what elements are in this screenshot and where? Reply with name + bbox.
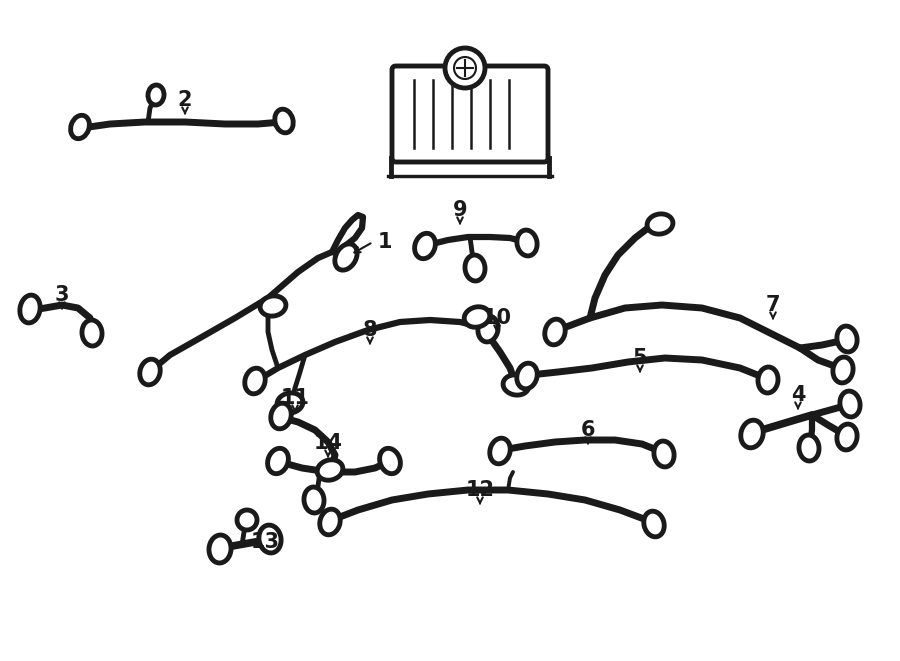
Ellipse shape xyxy=(148,85,164,105)
Ellipse shape xyxy=(799,435,819,461)
Ellipse shape xyxy=(654,441,674,467)
Ellipse shape xyxy=(277,393,303,413)
Ellipse shape xyxy=(274,109,293,133)
Ellipse shape xyxy=(840,391,860,417)
Ellipse shape xyxy=(380,448,400,474)
Ellipse shape xyxy=(259,525,281,553)
Ellipse shape xyxy=(503,375,529,395)
FancyBboxPatch shape xyxy=(392,66,548,162)
Text: 10: 10 xyxy=(482,308,511,328)
Text: 12: 12 xyxy=(465,480,494,500)
Ellipse shape xyxy=(837,424,857,450)
Ellipse shape xyxy=(20,295,40,323)
Ellipse shape xyxy=(465,255,485,281)
Ellipse shape xyxy=(517,363,537,389)
Ellipse shape xyxy=(415,233,436,258)
Ellipse shape xyxy=(741,420,763,447)
Ellipse shape xyxy=(832,357,853,383)
Text: 13: 13 xyxy=(250,532,280,552)
Ellipse shape xyxy=(517,230,537,256)
Ellipse shape xyxy=(464,307,490,327)
Ellipse shape xyxy=(260,296,286,316)
Ellipse shape xyxy=(140,359,160,385)
Text: 2: 2 xyxy=(178,90,193,110)
Text: 5: 5 xyxy=(633,348,647,368)
Text: 9: 9 xyxy=(453,200,467,220)
Ellipse shape xyxy=(644,511,664,537)
Circle shape xyxy=(454,57,476,79)
Ellipse shape xyxy=(837,326,857,352)
Ellipse shape xyxy=(237,510,257,530)
Ellipse shape xyxy=(544,319,565,345)
Text: 8: 8 xyxy=(363,320,377,340)
Ellipse shape xyxy=(335,244,357,270)
Text: 14: 14 xyxy=(313,433,343,453)
Text: 3: 3 xyxy=(55,285,69,305)
Ellipse shape xyxy=(758,367,778,393)
Ellipse shape xyxy=(245,368,266,394)
Text: 7: 7 xyxy=(766,295,780,315)
Ellipse shape xyxy=(267,448,288,474)
Ellipse shape xyxy=(271,403,292,429)
Ellipse shape xyxy=(82,320,102,346)
Ellipse shape xyxy=(317,460,343,481)
Text: 11: 11 xyxy=(281,388,310,408)
Ellipse shape xyxy=(490,438,510,464)
Ellipse shape xyxy=(304,487,324,513)
Text: 4: 4 xyxy=(791,385,806,405)
Ellipse shape xyxy=(647,214,673,234)
Ellipse shape xyxy=(320,509,340,535)
Text: 1: 1 xyxy=(378,232,392,252)
Ellipse shape xyxy=(70,115,89,139)
Ellipse shape xyxy=(209,535,231,563)
Circle shape xyxy=(445,48,485,88)
Text: 6: 6 xyxy=(580,420,595,440)
Ellipse shape xyxy=(478,316,498,342)
